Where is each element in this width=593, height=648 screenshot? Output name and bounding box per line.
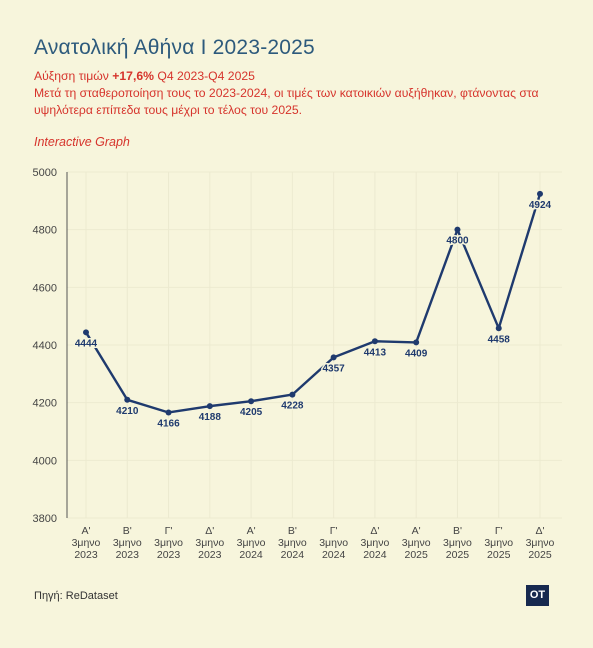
data-point (495, 325, 502, 332)
data-point (248, 398, 255, 405)
data-label: 4413 (364, 347, 387, 358)
ot-logo: OT (526, 585, 549, 606)
x-tick-label: Δ' 3μηνο 2024 (360, 525, 389, 561)
data-point (371, 338, 378, 345)
data-point (83, 329, 89, 336)
x-tick-label: Β' 3μηνο 2024 (278, 525, 307, 561)
y-tick-label: 4800 (33, 225, 57, 237)
subtitle-suffix: Q4 2023-Q4 2025 (153, 69, 255, 83)
y-tick-label: 4000 (33, 455, 57, 467)
y-tick-label: 5000 (33, 167, 57, 179)
data-point (330, 354, 337, 361)
y-tick-label: 4400 (33, 340, 57, 352)
x-tick-label: Δ' 3μηνο 2023 (195, 525, 224, 561)
chart-title: Ανατολική Αθήνα Ι 2023-2025 (34, 36, 315, 59)
x-tick-label: Α' 3μηνο 2024 (237, 525, 266, 561)
chart-description: Μετά τη σταθεροποίηση τους το 2023-2024,… (34, 86, 539, 117)
y-tick-label: 4600 (33, 282, 57, 294)
data-label: 4166 (157, 418, 180, 429)
data-point (454, 226, 461, 233)
x-tick-label: Γ' 3μηνο 2023 (154, 525, 183, 561)
data-label: 4444 (75, 338, 98, 349)
x-tick-label: Α' 3μηνο 2023 (72, 525, 101, 561)
data-label: 4205 (240, 407, 263, 418)
interactive-graph-label[interactable]: Interactive Graph (34, 135, 130, 149)
subtitle-highlight: +17,6% (112, 69, 154, 83)
x-tick-label: Δ' 3μηνο 2025 (526, 525, 555, 561)
y-tick-label: 3800 (33, 513, 57, 525)
data-point (289, 391, 296, 398)
data-label: 4458 (488, 334, 511, 345)
data-label: 4228 (281, 401, 304, 412)
data-point (537, 190, 543, 197)
data-label: 4924 (529, 200, 552, 211)
data-point (413, 339, 420, 346)
data-label: 4210 (116, 406, 139, 417)
x-tick-label: Β' 3μηνο 2023 (113, 525, 142, 561)
data-label: 4357 (323, 363, 346, 374)
x-tick-label: Γ' 3μηνο 2024 (319, 525, 348, 561)
y-tick-label: 4200 (33, 398, 57, 410)
subtitle-prefix: Αύξηση τιμών (34, 69, 113, 83)
data-label: 4800 (446, 236, 469, 247)
x-tick-label: Α' 3μηνο 2025 (402, 525, 431, 561)
x-tick-label: Γ' 3μηνο 2025 (484, 525, 513, 561)
data-label: 4188 (199, 412, 222, 423)
data-point (124, 396, 131, 403)
source-note: Πηγή: ReDataset (34, 590, 118, 602)
chart-subtitle: Αύξηση τιμών +17,6% Q4 2023-Q4 2025 Μετά… (34, 68, 574, 119)
price-series-line (84, 193, 542, 414)
data-point (165, 409, 172, 416)
data-point (206, 403, 213, 410)
data-label: 4409 (405, 348, 428, 359)
x-tick-label: Β' 3μηνο 2025 (443, 525, 472, 561)
